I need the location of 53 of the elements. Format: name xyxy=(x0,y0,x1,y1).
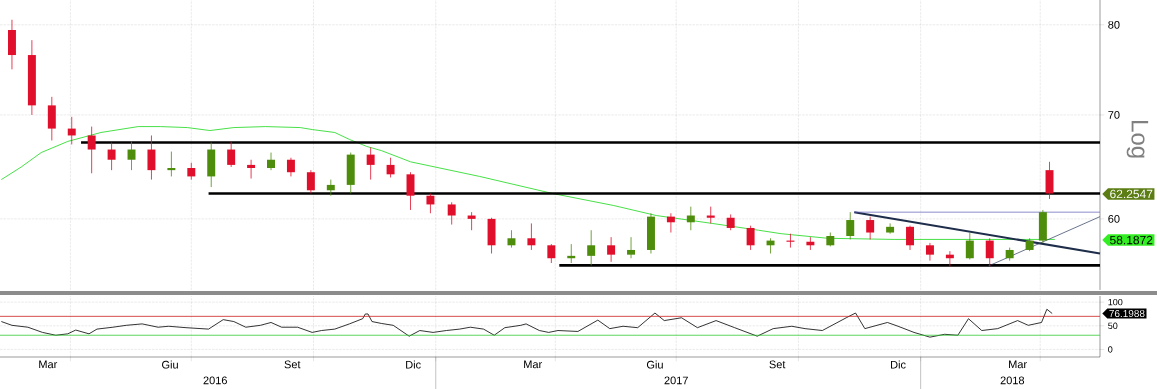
candlestick xyxy=(607,236,616,263)
candlestick xyxy=(587,229,596,266)
candlestick xyxy=(906,225,915,251)
x-tick-label: Giu xyxy=(162,360,178,369)
candlestick xyxy=(846,211,855,240)
candlestick xyxy=(366,147,375,180)
candlestick xyxy=(107,142,116,171)
candlestick xyxy=(306,169,315,194)
candlestick xyxy=(47,96,56,141)
candlestick xyxy=(127,141,136,171)
x-tick-label: Dic xyxy=(406,360,421,369)
candlestick xyxy=(87,126,96,174)
x-tick-label: Mar xyxy=(39,360,58,369)
candlestick xyxy=(547,243,556,264)
candlestick xyxy=(147,135,156,180)
x-tick-label: Dic xyxy=(891,360,906,369)
candlestick xyxy=(985,237,994,268)
x-tick-label: Mar xyxy=(524,360,543,369)
candlestick xyxy=(965,232,974,260)
candlestick xyxy=(746,225,755,251)
candlestick xyxy=(886,223,895,235)
candlestick xyxy=(527,223,536,251)
y-axis-title: Log xyxy=(1126,121,1149,158)
candlestick xyxy=(227,141,236,168)
y-tick-label: 70 xyxy=(1108,111,1120,119)
y-tick-label: 80 xyxy=(1108,20,1120,29)
x2-tick-label: 2017 xyxy=(664,376,688,385)
candlestick xyxy=(247,159,256,179)
text: 62.2547 xyxy=(1110,189,1153,199)
candlestick xyxy=(167,151,176,177)
x-tick-label: Giu xyxy=(646,360,663,369)
y-tick-label: 0 xyxy=(1108,346,1113,353)
y-tick-label: 100 xyxy=(1108,298,1123,306)
candlestick xyxy=(925,242,934,262)
text: 58.1872 xyxy=(1110,235,1153,245)
x-tick-label: Set xyxy=(284,360,301,369)
candlestick xyxy=(267,152,275,171)
candlestick xyxy=(406,171,415,211)
x2-tick-label: 2018 xyxy=(1000,376,1025,385)
candlestick xyxy=(286,157,295,177)
y-tick-label: 50 xyxy=(1108,322,1118,329)
candlestick xyxy=(386,157,395,178)
candlestick xyxy=(627,236,636,259)
x-tick-label: Set xyxy=(769,360,786,369)
text: 76.1988 xyxy=(1109,309,1145,318)
y-tick-label: 60 xyxy=(1108,214,1120,223)
candlestick xyxy=(447,201,456,225)
candlestick xyxy=(866,216,875,240)
line-series xyxy=(0,308,1053,338)
x-tick-label: Mar xyxy=(1009,360,1027,369)
candlestick xyxy=(426,193,435,214)
candlestick xyxy=(1045,161,1054,200)
x2-tick-label: 2016 xyxy=(203,376,227,385)
